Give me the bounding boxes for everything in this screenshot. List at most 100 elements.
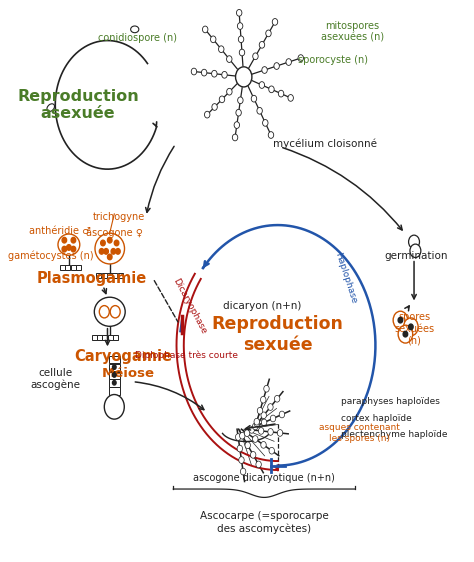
Circle shape bbox=[269, 86, 274, 93]
Circle shape bbox=[263, 120, 268, 126]
Circle shape bbox=[274, 396, 280, 402]
Circle shape bbox=[403, 318, 418, 336]
Text: asques contenant
les spores (n): asques contenant les spores (n) bbox=[319, 423, 400, 443]
Circle shape bbox=[409, 235, 419, 248]
Circle shape bbox=[108, 254, 112, 260]
Text: Reproduction
asexuée: Reproduction asexuée bbox=[17, 89, 139, 121]
Circle shape bbox=[201, 69, 207, 76]
Circle shape bbox=[204, 111, 210, 118]
Circle shape bbox=[222, 71, 227, 78]
Circle shape bbox=[100, 240, 105, 246]
Text: ascogone ♀: ascogone ♀ bbox=[86, 229, 143, 238]
Circle shape bbox=[237, 445, 243, 452]
Circle shape bbox=[238, 36, 244, 43]
Circle shape bbox=[266, 30, 271, 37]
Ellipse shape bbox=[95, 233, 125, 264]
Circle shape bbox=[261, 396, 266, 403]
Circle shape bbox=[212, 103, 217, 110]
Circle shape bbox=[269, 447, 274, 454]
Bar bbox=[102, 336, 108, 339]
Circle shape bbox=[256, 461, 261, 468]
Text: conidiospore (n): conidiospore (n) bbox=[98, 33, 176, 43]
Circle shape bbox=[236, 434, 241, 441]
Circle shape bbox=[298, 55, 303, 61]
Bar bbox=[113, 336, 118, 339]
Circle shape bbox=[100, 306, 109, 318]
Bar bbox=[97, 336, 102, 339]
Circle shape bbox=[114, 240, 119, 246]
Circle shape bbox=[398, 318, 403, 323]
Circle shape bbox=[239, 432, 245, 439]
Circle shape bbox=[210, 36, 216, 43]
Circle shape bbox=[268, 404, 273, 410]
Bar bbox=[109, 364, 120, 371]
Circle shape bbox=[237, 22, 243, 29]
Text: Haplophase: Haplophase bbox=[333, 251, 358, 305]
Circle shape bbox=[245, 442, 250, 448]
Circle shape bbox=[239, 49, 245, 56]
Circle shape bbox=[409, 324, 413, 330]
Circle shape bbox=[258, 428, 264, 434]
Bar bbox=[91, 336, 97, 339]
Circle shape bbox=[112, 380, 116, 385]
Ellipse shape bbox=[94, 297, 125, 327]
Circle shape bbox=[261, 442, 266, 448]
Circle shape bbox=[71, 237, 76, 243]
Circle shape bbox=[279, 411, 285, 418]
Bar bbox=[71, 265, 76, 270]
Circle shape bbox=[202, 26, 208, 33]
Bar bbox=[60, 265, 65, 270]
Bar bbox=[109, 371, 120, 379]
Text: spores
sexuées
(n): spores sexuées (n) bbox=[394, 312, 434, 345]
Circle shape bbox=[262, 67, 267, 74]
Text: ascogone dicaryotique (n+n): ascogone dicaryotique (n+n) bbox=[193, 473, 335, 483]
Text: Ascocarpe (=sporocarpe
des ascomycètes): Ascocarpe (=sporocarpe des ascomycètes) bbox=[200, 511, 328, 534]
Circle shape bbox=[251, 96, 257, 102]
Circle shape bbox=[240, 468, 246, 475]
Circle shape bbox=[277, 429, 283, 436]
Circle shape bbox=[254, 418, 259, 425]
Text: Caryogamie: Caryogamie bbox=[74, 349, 173, 364]
Circle shape bbox=[272, 19, 278, 25]
Text: dicaryon (n+n): dicaryon (n+n) bbox=[223, 301, 301, 311]
Bar bbox=[108, 336, 113, 339]
Circle shape bbox=[257, 107, 262, 114]
Circle shape bbox=[249, 427, 255, 433]
Text: paraphyses haploïdes: paraphyses haploïdes bbox=[341, 397, 440, 406]
Circle shape bbox=[261, 419, 267, 426]
Circle shape bbox=[219, 96, 225, 103]
Ellipse shape bbox=[58, 234, 80, 255]
Text: Méiose: Méiose bbox=[101, 367, 155, 380]
Bar bbox=[109, 379, 120, 387]
Circle shape bbox=[236, 110, 241, 116]
Circle shape bbox=[191, 68, 197, 75]
Text: Diplophase très courte: Diplophase très courte bbox=[136, 351, 238, 360]
Circle shape bbox=[288, 94, 293, 101]
Circle shape bbox=[211, 70, 217, 77]
Circle shape bbox=[259, 81, 264, 88]
Bar bbox=[96, 273, 101, 278]
Circle shape bbox=[253, 423, 258, 430]
Ellipse shape bbox=[131, 26, 139, 33]
Text: mitospores
asexuées (n): mitospores asexuées (n) bbox=[321, 21, 384, 43]
Circle shape bbox=[100, 248, 104, 254]
Text: plectenchyme haploïde: plectenchyme haploïde bbox=[341, 430, 448, 439]
Text: Reproduction
sexuée: Reproduction sexuée bbox=[212, 315, 344, 353]
Circle shape bbox=[111, 248, 116, 254]
Circle shape bbox=[261, 412, 266, 419]
Circle shape bbox=[253, 53, 258, 60]
Circle shape bbox=[62, 237, 67, 243]
Circle shape bbox=[403, 332, 408, 337]
Circle shape bbox=[110, 306, 120, 318]
Circle shape bbox=[398, 325, 413, 343]
Circle shape bbox=[264, 386, 269, 392]
Text: cellule
ascogène: cellule ascogène bbox=[30, 368, 80, 390]
Circle shape bbox=[104, 248, 109, 254]
Circle shape bbox=[108, 237, 112, 243]
Circle shape bbox=[286, 58, 292, 65]
Circle shape bbox=[268, 429, 273, 436]
Circle shape bbox=[274, 63, 279, 69]
Circle shape bbox=[239, 457, 244, 464]
Circle shape bbox=[270, 415, 276, 422]
Circle shape bbox=[104, 395, 124, 419]
